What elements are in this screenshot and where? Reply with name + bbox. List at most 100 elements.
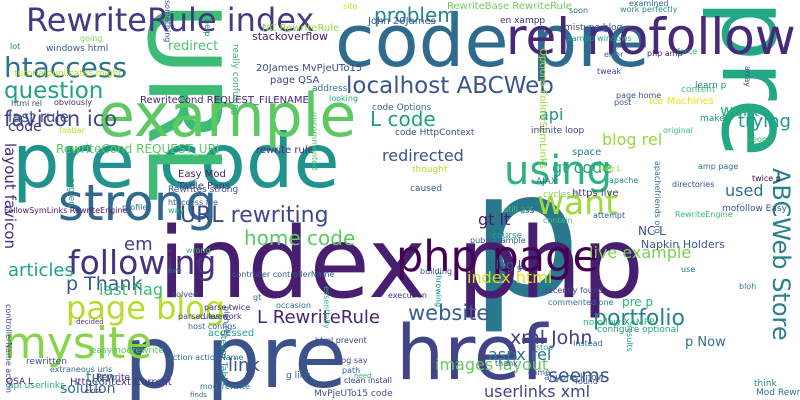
cloud-word: execution: [388, 292, 427, 300]
cloud-word: decided: [76, 319, 104, 326]
cloud-word: L RewriteRule: [257, 309, 380, 327]
cloud-word: foobar: [59, 127, 85, 135]
cloud-word: thought: [412, 166, 447, 175]
cloud-word: stop: [536, 344, 553, 352]
cloud-word: wrong: [186, 247, 211, 255]
cloud-word: error: [604, 51, 623, 59]
cloud-word: recently found: [545, 287, 603, 295]
cloud-word: site: [343, 3, 357, 11]
cloud-word: gt lt: [478, 212, 510, 228]
cloud-word: action actionName: [168, 354, 243, 362]
cloud-word: solved: [172, 291, 198, 299]
cloud-word: easymodrewrite: [91, 347, 164, 356]
cloud-word: uncommented: [310, 112, 318, 170]
cloud-word: really confusing: [230, 44, 239, 115]
cloud-word: en xampp: [500, 17, 545, 26]
cloud-word: thank: [495, 360, 518, 368]
cloud-word: amp page: [698, 163, 738, 171]
cloud-word: blog rel: [602, 132, 662, 148]
cloud-word: looking: [329, 95, 358, 103]
cloud-word: RewriteBase RewriteRule: [447, 2, 572, 12]
cloud-word: path: [342, 367, 360, 375]
cloud-word: articles: [8, 262, 74, 280]
cloud-word: Rewrites strong: [168, 186, 238, 195]
cloud-word: org en: [66, 178, 75, 207]
cloud-word: John 20James: [368, 17, 436, 27]
cloud-word: Rewrite: [96, 374, 130, 383]
cloud-word: p Now: [685, 336, 726, 349]
cloud-word: array: [743, 66, 751, 87]
cloud-word: blog say: [334, 357, 368, 365]
cloud-word: people: [747, 136, 774, 144]
cloud-word: em: [124, 236, 153, 254]
cloud-word: 20James MvPjeUTo15: [256, 64, 362, 74]
cloud-word: userlinks xml: [484, 384, 590, 400]
cloud-word: ABCWeb Store: [769, 168, 793, 341]
cloud-word: bloh: [739, 283, 756, 291]
cloud-word: RewriteCond REQUEST_URI: [56, 143, 219, 155]
cloud-word: redirect: [168, 40, 218, 53]
cloud-word: pre p: [622, 296, 653, 308]
cloud-word: tweak: [597, 68, 621, 76]
cloud-word: localhost ABCWeb: [346, 75, 554, 98]
cloud-word: URL rewriting: [180, 205, 329, 227]
cloud-word: Instead: [573, 340, 603, 348]
cloud-word: infinite loop: [531, 127, 584, 136]
cloud-word: occasion: [276, 302, 311, 310]
cloud-word: work perfectly: [620, 6, 677, 14]
cloud-word: php amp: [647, 50, 683, 58]
cloud-word: Mod Rewrite: [756, 389, 800, 398]
cloud-word: home code: [244, 228, 355, 248]
cloud-word: RewriteEngine: [675, 211, 733, 219]
cloud-word: lot: [10, 43, 20, 51]
cloud-word: use: [681, 266, 695, 274]
cloud-word: something: [163, 0, 171, 42]
cloud-word: FollowSymLinks RewriteEngine: [4, 207, 127, 215]
cloud-word: https live: [572, 189, 619, 199]
cloud-word: going: [80, 35, 102, 43]
cloud-word: index html: [467, 270, 552, 286]
cloud-word: last flag: [99, 282, 163, 298]
cloud-word: configure optional: [597, 326, 679, 335]
cloud-word: windows html: [46, 45, 108, 54]
cloud-word: controller controllerName: [232, 271, 334, 279]
cloud-word: used: [725, 183, 763, 199]
cloud-word: AJAX: [536, 178, 557, 187]
cloud-word: apachefriends org: [653, 161, 661, 234]
cloud-word: make: [700, 115, 725, 124]
cloud-word: fore: [168, 268, 182, 275]
cloud-word: MvPjeUTo15 code: [314, 390, 393, 399]
cloud-word: essentially: [322, 286, 330, 329]
cloud-word: caused: [410, 185, 442, 194]
cloud-word: original: [663, 127, 693, 135]
cloud-word: throwing: [434, 272, 442, 307]
cloud-word: Options FollowSymLinks: [537, 48, 547, 169]
cloud-word: work: [720, 103, 759, 119]
cloud-word: bloh rel: [222, 306, 230, 336]
cloud-word: apache: [609, 177, 638, 185]
cloud-word: exist: [85, 388, 102, 395]
cloud-word: code: [8, 120, 42, 134]
cloud-word: public sample: [470, 237, 526, 245]
cloud-word: way: [168, 207, 184, 215]
cloud-word: mod_rewrite: [200, 383, 250, 391]
cloud-word: results: [625, 325, 633, 352]
cloud-word: Easy Mod: [178, 170, 226, 180]
cloud-word: rewrite rule: [256, 146, 314, 156]
cloud-word: address: [312, 85, 347, 94]
cloud-word: redirected: [382, 148, 464, 164]
cloud-word: tutorialduplicates might: [14, 70, 122, 79]
cloud-word: obviously: [54, 99, 92, 107]
cloud-word: soon: [569, 7, 588, 15]
cloud-word: code HttpContext: [395, 129, 474, 138]
cloud-word: space: [572, 148, 601, 158]
cloud-word: css: [520, 207, 534, 216]
cloud-word: flag L: [599, 165, 621, 173]
cloud-word: attempt: [593, 212, 625, 220]
cloud-word: found: [575, 378, 598, 386]
cloud-word: post: [614, 99, 631, 107]
cloud-word: go: [517, 264, 527, 272]
cloud-word: accessed: [208, 329, 254, 339]
cloud-word: controllerName action: [4, 304, 12, 393]
